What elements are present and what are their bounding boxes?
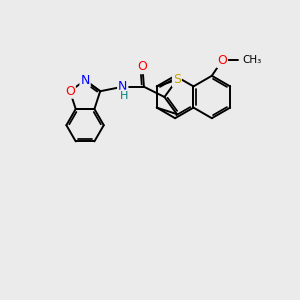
Text: O: O: [65, 85, 75, 98]
Text: CH₃: CH₃: [243, 56, 262, 65]
Text: H: H: [120, 91, 128, 100]
Text: O: O: [137, 60, 147, 73]
Text: O: O: [217, 54, 227, 67]
Text: S: S: [173, 73, 181, 86]
Text: N: N: [118, 80, 128, 93]
Text: N: N: [80, 74, 90, 87]
